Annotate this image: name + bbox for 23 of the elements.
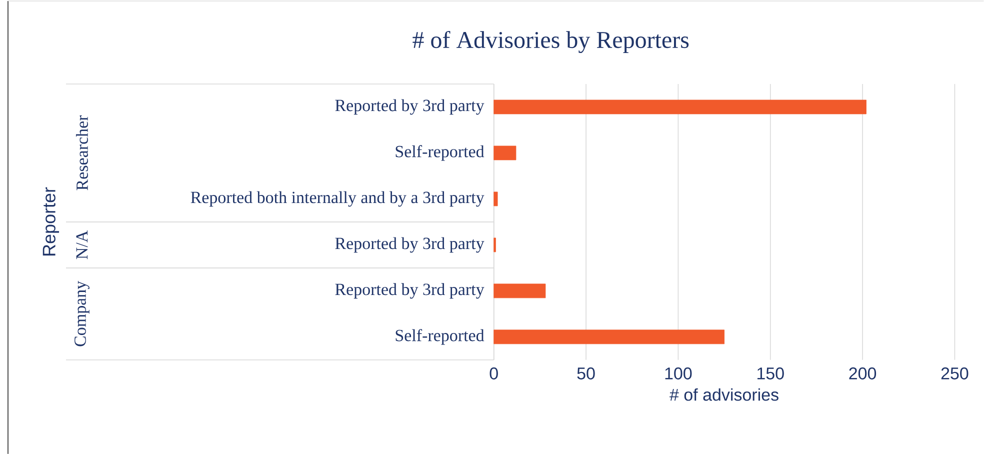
- x-tick-label: 250: [941, 367, 968, 380]
- x-axis-title: # of advisories: [670, 388, 778, 401]
- bar: [494, 192, 498, 206]
- chart-title: # of Advisories by Reporters: [412, 30, 689, 53]
- x-tick-label: 50: [577, 367, 595, 380]
- y-tick-label: Self-reported: [396, 144, 484, 161]
- bar: [494, 284, 546, 298]
- text: Reporter: [42, 187, 60, 256]
- y-tick-label: Self-reported: [396, 328, 484, 345]
- x-tick-label: 150: [757, 367, 784, 380]
- bar: [494, 330, 724, 344]
- text: Company: [74, 280, 90, 346]
- text: Researcher: [76, 115, 88, 190]
- y-tick-label: Reported by 3rd party: [335, 237, 484, 252]
- x-tick-label: 200: [849, 367, 876, 380]
- bar: [494, 100, 866, 114]
- text: N/A: [76, 230, 88, 259]
- y-tick-label: Reported by 3rd party: [335, 99, 484, 115]
- y-tick-label: Reported by 3rd party: [335, 283, 484, 298]
- bar: [494, 146, 516, 160]
- x-tick-label: 0: [490, 367, 498, 380]
- x-tick-label: 100: [665, 367, 692, 380]
- y-tick-label: Reported both internally and by a 3rd party: [190, 191, 484, 206]
